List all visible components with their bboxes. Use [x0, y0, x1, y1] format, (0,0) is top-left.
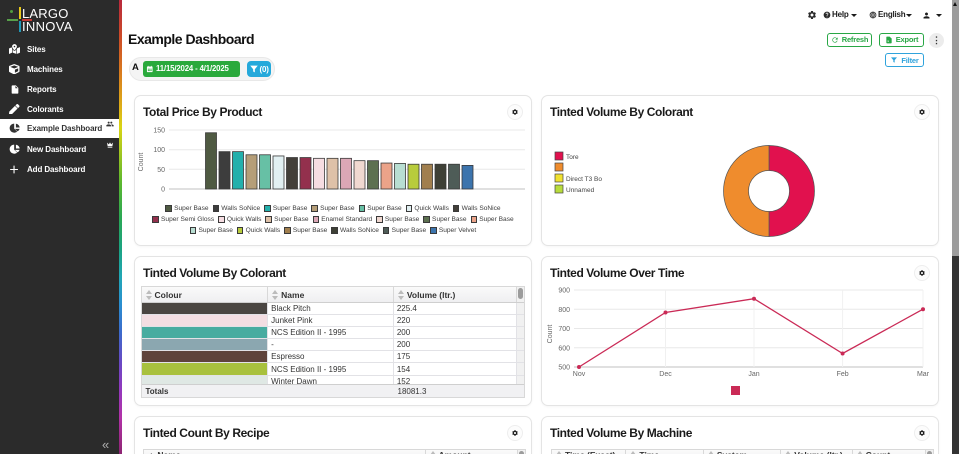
svg-text:x: x	[887, 39, 889, 43]
svg-text:900: 900	[558, 288, 570, 295]
svg-text:Count: Count	[547, 325, 554, 344]
svg-text:Count: Count	[138, 153, 145, 172]
svg-text:Direct T3 Bo: Direct T3 Bo	[566, 176, 602, 183]
svg-text:0: 0	[161, 187, 165, 194]
svg-text:100: 100	[153, 147, 165, 154]
svg-text:50: 50	[157, 167, 165, 174]
svg-text:Mar: Mar	[917, 371, 930, 378]
svg-text:Nov: Nov	[573, 371, 586, 378]
svg-text:Dec: Dec	[659, 371, 672, 378]
svg-text:500: 500	[558, 365, 570, 372]
svg-text:600: 600	[558, 345, 570, 352]
svg-text:Jan: Jan	[748, 371, 759, 378]
svg-text:700: 700	[558, 326, 570, 333]
svg-text:Feb: Feb	[837, 371, 849, 378]
svg-text:150: 150	[153, 128, 165, 135]
svg-text:Tore: Tore	[566, 154, 579, 161]
svg-text:800: 800	[558, 307, 570, 314]
svg-text:Unnamed: Unnamed	[566, 187, 595, 194]
